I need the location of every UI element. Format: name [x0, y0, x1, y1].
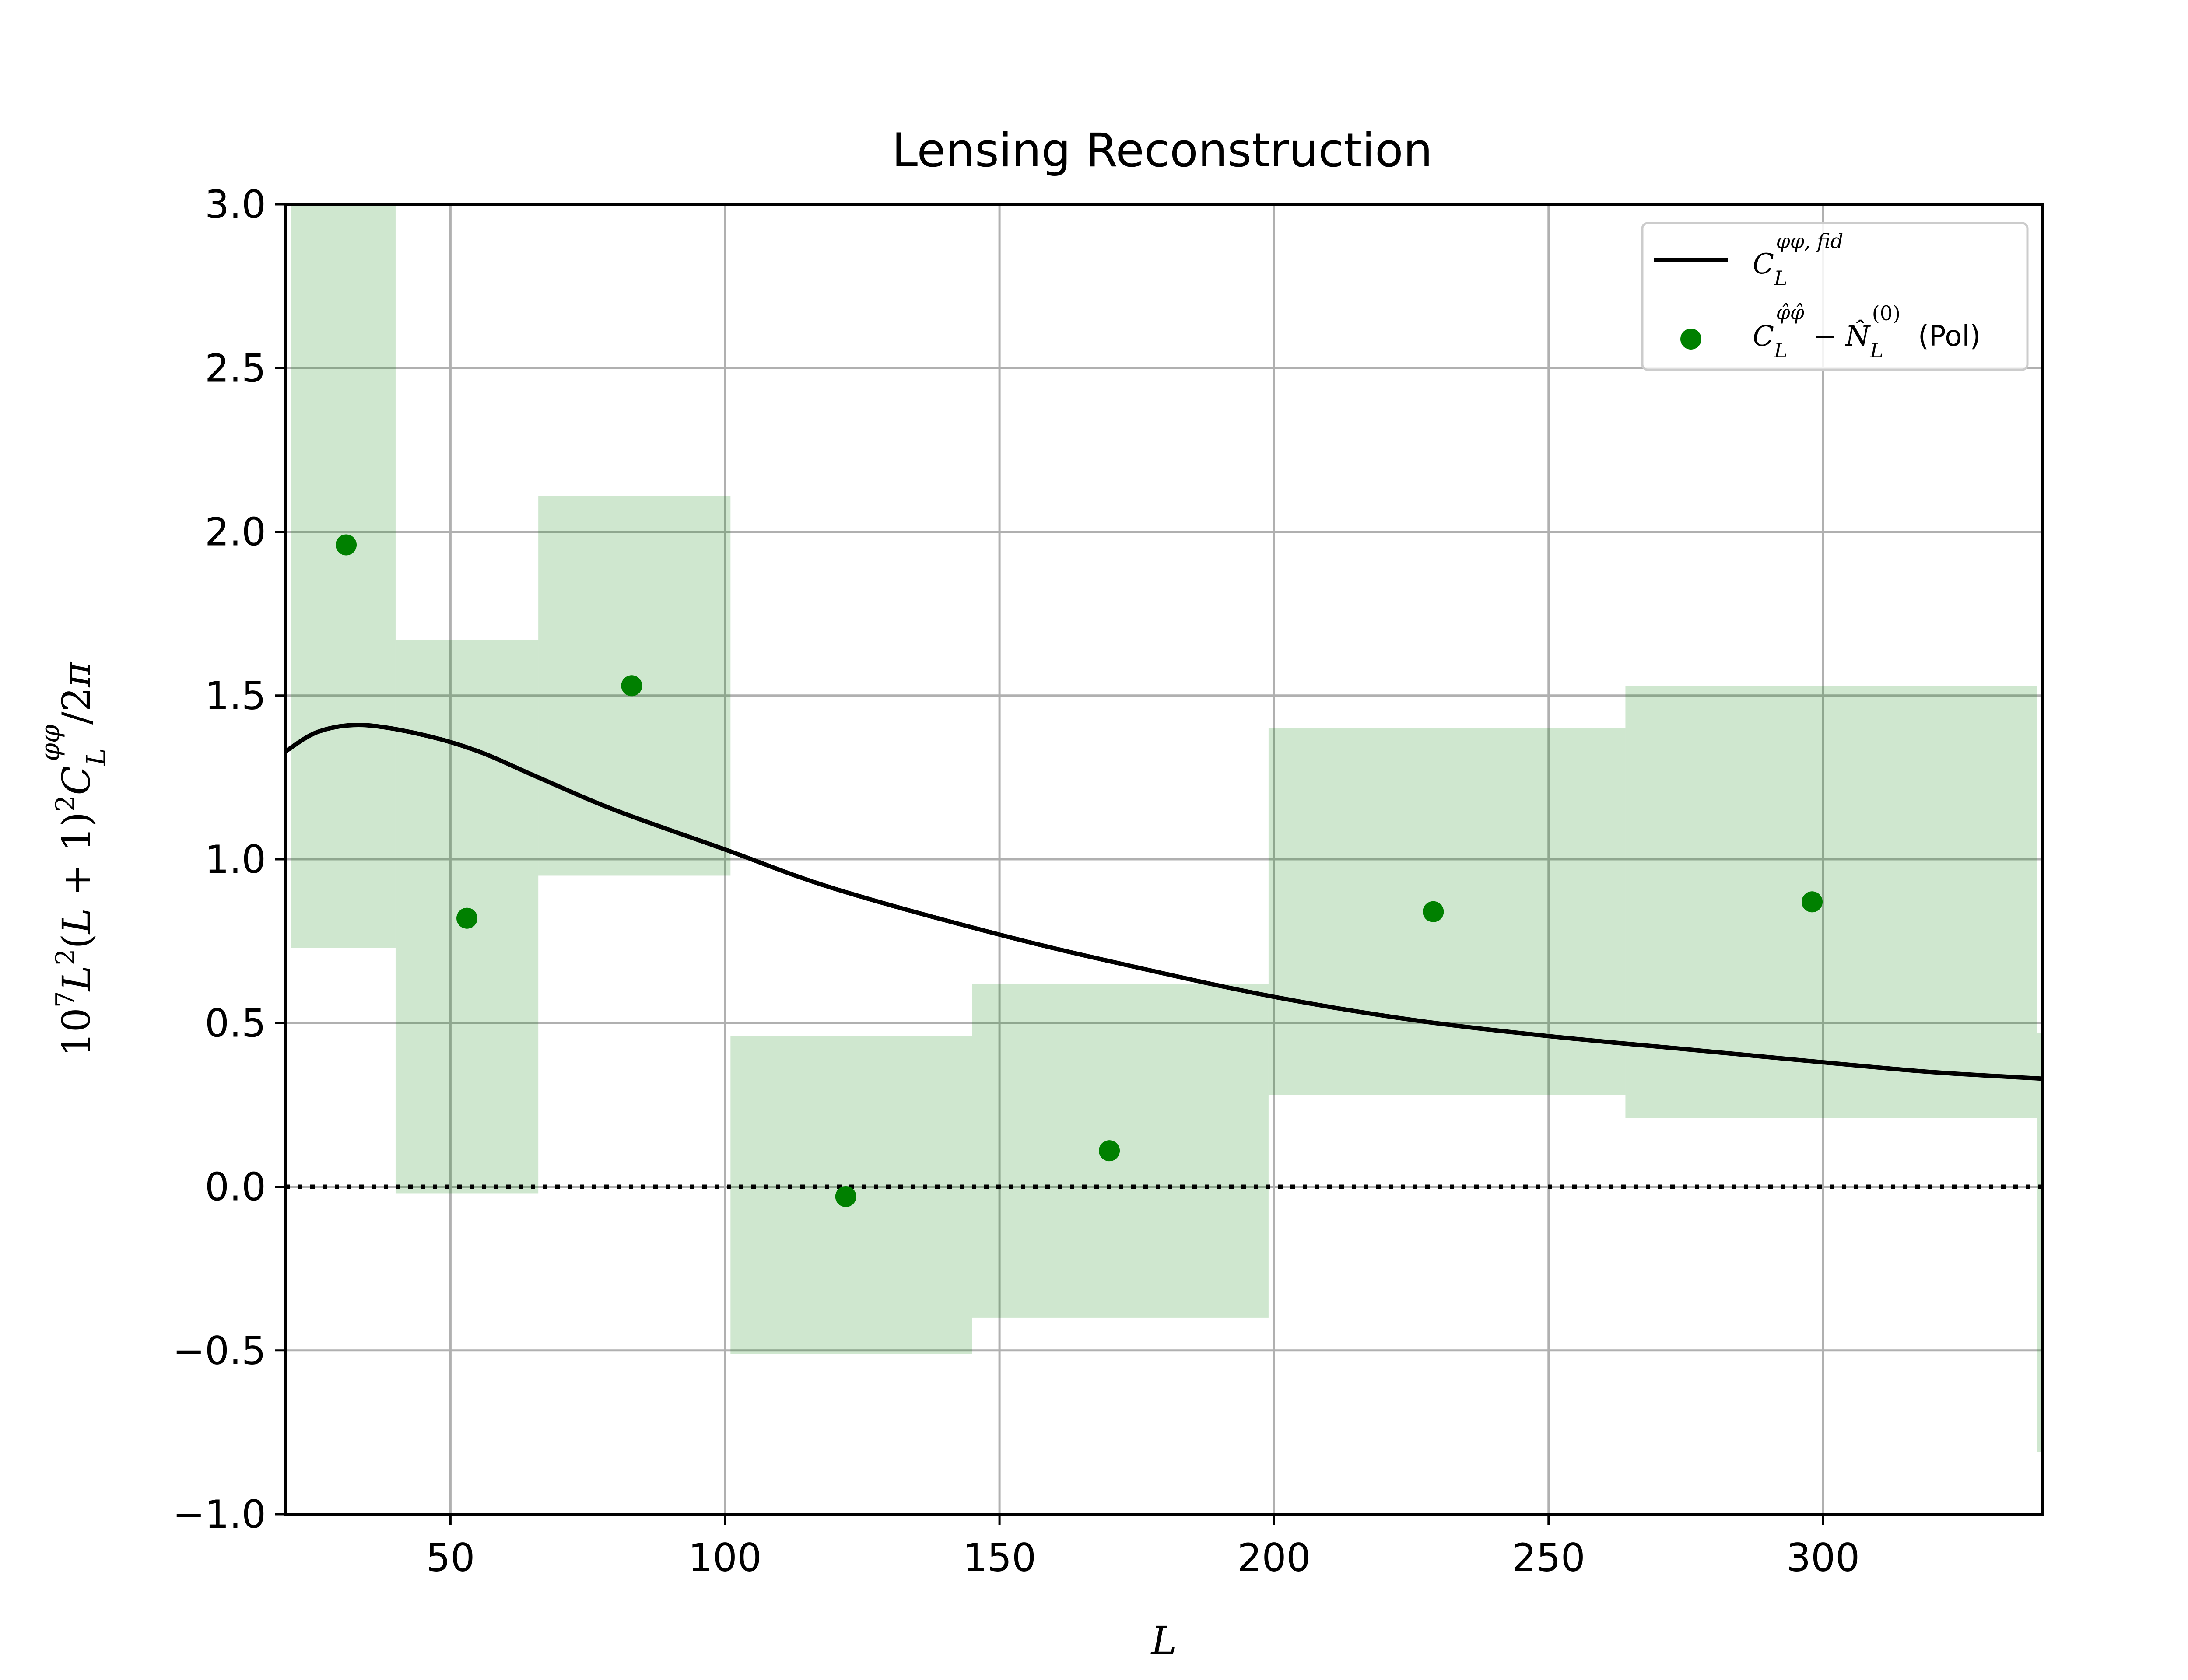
data-point-1: [336, 534, 357, 556]
y-axis-label: 107L2(L + 1)2CLφφ/2π: [35, 661, 112, 1057]
data-point-3: [621, 675, 642, 696]
error-band-7: [1625, 686, 2037, 1118]
data-point-4: [835, 1186, 856, 1207]
x-ticks: 50 100 150 200 250 300: [426, 1514, 1860, 1580]
x-axis-label: L: [1150, 1618, 1177, 1663]
legend-fid-label: CLφφ, fid: [1753, 229, 1843, 290]
error-band-6: [1268, 728, 1626, 1095]
y-tick-label-8: 3.0: [205, 182, 266, 227]
legend: CLφφ, fid CLφ̂φ̂ − N̂L(0)(Pol): [1641, 222, 2029, 371]
y-tick-label-6: 2.0: [205, 510, 266, 555]
data-point-5: [1099, 1140, 1120, 1162]
x-tick-label-50: 50: [426, 1535, 475, 1580]
data-point-6: [1423, 901, 1444, 922]
y-tick-label-0: −1.0: [172, 1492, 266, 1537]
data-points: [336, 534, 1823, 1207]
data-point-2: [456, 907, 478, 929]
y-ticks: −1.0 −0.5 0.0 0.5 1.0 1.5 2.0 2.5 3.0: [172, 182, 286, 1537]
y-tick-label-1: −0.5: [172, 1328, 266, 1373]
error-bands: [291, 204, 2043, 1452]
legend-pol-label: CLφ̂φ̂ − N̂L(0)(Pol): [1753, 301, 1981, 362]
x-tick-label-200: 200: [1237, 1535, 1311, 1580]
x-tick-label-250: 250: [1512, 1535, 1585, 1580]
error-band-8: [2037, 1032, 2043, 1452]
y-tick-label-3: 0.5: [205, 1001, 266, 1046]
chart-title: Lensing Reconstruction: [892, 123, 1433, 177]
fiducial-curve: [284, 722, 2043, 1081]
data-point-7: [1802, 891, 1823, 913]
legend-box: [1641, 222, 2029, 371]
y-tick-label-2: 0.0: [205, 1165, 266, 1210]
error-band-5: [972, 984, 1269, 1318]
error-band-1: [291, 204, 396, 948]
x-tick-label-150: 150: [963, 1535, 1036, 1580]
y-tick-label-4: 1.0: [205, 837, 266, 882]
fiducial-curve-group: [284, 722, 2043, 1081]
y-tick-label-5: 1.5: [205, 673, 266, 718]
y-tick-label-7: 2.5: [205, 346, 266, 391]
x-tick-label-100: 100: [688, 1535, 762, 1580]
legend-pol-marker: [1680, 329, 1701, 350]
x-tick-label-300: 300: [1786, 1535, 1860, 1580]
